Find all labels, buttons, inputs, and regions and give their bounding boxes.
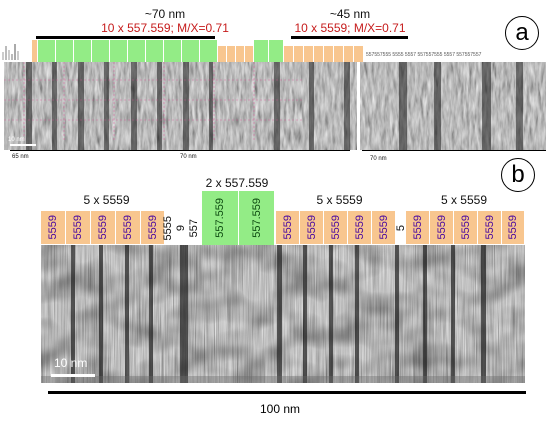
panel-a-right-strip <box>284 46 364 62</box>
loose-5: 5 <box>396 224 406 232</box>
panel-b-micrograph-image <box>41 245 525 383</box>
unit-557-559: 557.559 <box>239 191 275 245</box>
panel-a-mark-left: 65 nm <box>12 154 29 160</box>
group4-strip: 5559 5559 5559 5559 5559 <box>406 211 525 244</box>
panel-a-mid-strip <box>218 46 254 62</box>
panel-a-left-composition: 10 x 557.559; M/X=0.71 <box>101 21 229 35</box>
group4-label: 5 x 5559 <box>440 193 488 207</box>
panel-a-letter: a <box>505 16 539 50</box>
group3-strip: 5559 5559 5559 5559 5559 <box>276 211 396 244</box>
panel-a-micrograph <box>4 62 546 150</box>
loose-digits: 5555 9 557 <box>161 213 201 243</box>
panel-a-right-period: ~45 nm <box>329 7 371 21</box>
panel-a-axis-left <box>10 150 350 151</box>
unit-5559: 5559 <box>478 211 502 244</box>
panel-b-micrograph <box>41 245 525 383</box>
panel-a-left-strip <box>32 40 218 62</box>
panel-a-tiny-labels: 557557555 5555 5557 557557555 5557 55755… <box>366 52 482 58</box>
unit-5559: 5559 <box>324 211 348 244</box>
unit-5559: 5559 <box>454 211 478 244</box>
unit-5559: 5559 <box>430 211 454 244</box>
group2-strip: 557.559 557.559 <box>202 191 275 245</box>
unit-5559: 5559 <box>372 211 396 244</box>
panel-a-axis-right <box>362 150 546 151</box>
unit-557-559: 557.559 <box>202 191 239 245</box>
unit-5559: 5559 <box>41 211 66 244</box>
unit-5559: 5559 <box>91 211 116 244</box>
group3-label: 5 x 5559 <box>316 193 363 207</box>
panel-a-left-period: ~70 nm <box>144 7 186 21</box>
group1-label: 5 x 5559 <box>83 193 130 207</box>
panel-a-strip-lead <box>2 42 22 60</box>
loose-9: 9 <box>175 224 187 232</box>
loose-557: 557 <box>188 218 200 238</box>
unit-5559: 5559 <box>502 211 525 244</box>
loose-5555: 5555 <box>162 215 174 241</box>
panel-a-right-bracket <box>291 36 408 39</box>
panel-b-letter: b <box>501 158 535 192</box>
panel-a-mark-middle: 70 nm <box>180 154 197 160</box>
unit-5559: 5559 <box>348 211 372 244</box>
unit-5559: 5559 <box>406 211 430 244</box>
panel-a-mark-right: 70 nm <box>370 156 387 162</box>
group2-label: 2 x 557.559 <box>205 176 269 190</box>
panel-a-lead-bars <box>2 44 19 60</box>
panel-a-mid-green <box>254 40 284 62</box>
panel-a-scale-label: 10 nm <box>8 137 25 143</box>
panel-b-scale-label: 10 nm <box>54 356 88 370</box>
unit-5559: 5559 <box>276 211 300 244</box>
panel-a-right-composition: 10 x 5559; M/X=0.71 <box>294 21 406 35</box>
unit-5559: 5559 <box>116 211 141 244</box>
unit-5559: 5559 <box>66 211 91 244</box>
unit-5559: 5559 <box>141 211 165 244</box>
unit-5559: 5559 <box>300 211 324 244</box>
panel-b-100nm-bar <box>48 391 526 394</box>
panel-b-100nm-label: 100 nm <box>259 402 301 416</box>
panel-a-micrograph-image <box>4 62 546 150</box>
group1-strip: 5559 5559 5559 5559 5559 <box>41 211 165 244</box>
panel-a-left-bracket <box>36 36 215 39</box>
